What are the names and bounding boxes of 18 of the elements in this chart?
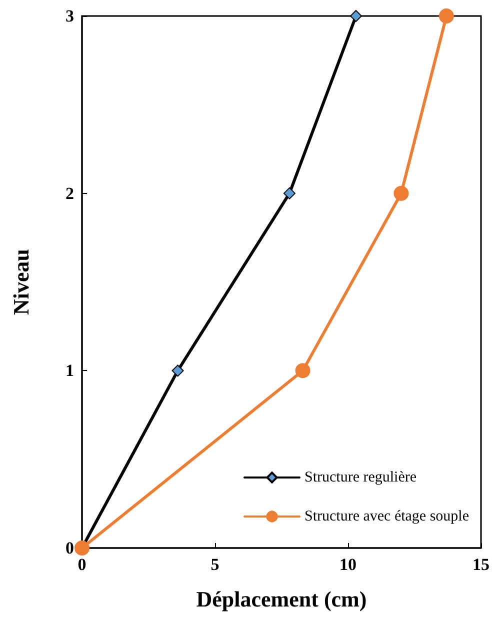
y-tick-label: 0 (66, 538, 74, 558)
point (438, 8, 454, 24)
y-tick-label: 2 (66, 184, 74, 203)
x-axis-title: Déplacement (cm) (196, 586, 367, 612)
point (350, 10, 362, 22)
point (172, 364, 184, 377)
legend-label: Structure avec étage souple (304, 508, 470, 524)
x-tick-label: 5 (210, 555, 220, 574)
y-tick-label: 1 (66, 361, 74, 380)
legend-label: Structure regulière (304, 470, 417, 486)
point (295, 363, 310, 378)
y-tick-label: 3 (66, 6, 74, 26)
x-tick-label: 15 (472, 555, 490, 574)
x-tick-label: 10 (340, 555, 356, 574)
y-axis-title: Niveau (8, 249, 34, 315)
x-tick-label: 0 (78, 555, 86, 574)
point (283, 187, 296, 200)
point (394, 186, 409, 201)
